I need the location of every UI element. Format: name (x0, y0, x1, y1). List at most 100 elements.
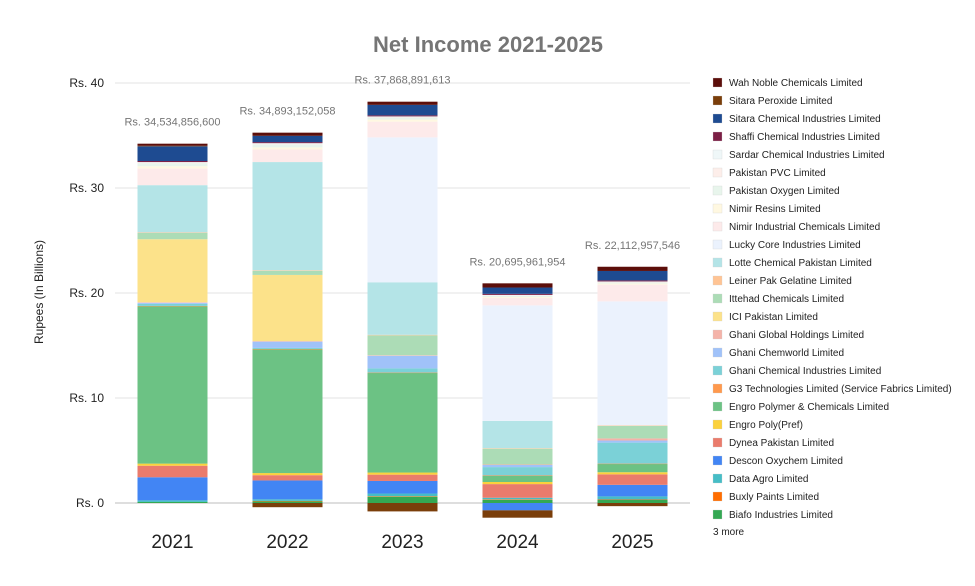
bar-segment-2022-0[interactable] (252, 501, 323, 503)
bar-segment-2024-12[interactable] (482, 448, 553, 465)
bar-segment-2023-1[interactable] (367, 496, 438, 497)
bar-segment-2024-21[interactable] (482, 293, 553, 295)
legend-item[interactable]: Pakistan PVC Limited (712, 167, 826, 179)
bar-segment-2023-22[interactable] (367, 104, 438, 116)
bar-segment-2023-10[interactable] (367, 355, 438, 356)
bar-segment-2022-22[interactable] (252, 135, 323, 143)
bar-segment-2022-16[interactable] (252, 149, 323, 163)
bar-segment-2025-3[interactable] (597, 484, 668, 497)
bar-segment-2022-10[interactable] (252, 341, 323, 342)
bar-segment-2025-23[interactable] (597, 503, 668, 507)
bar-segment-2025-7[interactable] (597, 463, 668, 465)
bar-segment-2021-11[interactable] (137, 239, 208, 303)
bar-segment-2024-16[interactable] (482, 298, 553, 306)
bar-segment-2023-24[interactable] (367, 101, 438, 105)
bar-segment-2025-9[interactable] (597, 440, 668, 443)
bar-segment-2023-13[interactable] (367, 334, 438, 336)
bar-segment-2023-8[interactable] (367, 368, 438, 373)
legend-item[interactable]: Shaffi Chemical Industries Limited (712, 131, 880, 143)
bar-segment-2023-14[interactable] (367, 282, 438, 335)
bar-segment-2023-21[interactable] (367, 115, 438, 117)
bar-segment-2023-19[interactable] (367, 116, 438, 118)
bar-segment-2024-2[interactable] (482, 497, 553, 500)
bar-segment-2022-7[interactable] (252, 348, 323, 350)
bar-segment-2025-20[interactable] (597, 281, 668, 282)
bar-segment-2025-4[interactable] (597, 474, 668, 485)
bar-segment-2025-0[interactable] (597, 499, 668, 503)
bar-segment-2024-0[interactable] (482, 499, 553, 503)
bar-segment-2022-12[interactable] (252, 270, 323, 275)
bar-segment-2023-9[interactable] (367, 355, 438, 369)
bar-segment-2024-18[interactable] (482, 295, 553, 297)
bar-segment-2021-17[interactable] (137, 166, 208, 169)
legend-item[interactable]: Engro Polymer & Chemicals Limited (712, 401, 889, 413)
bar-segment-2023-18[interactable] (367, 117, 438, 120)
bar-segment-2025-5[interactable] (597, 472, 668, 475)
legend-item[interactable]: Buxly Paints Limited (712, 491, 819, 503)
bar-segment-2022-6[interactable] (252, 349, 323, 474)
bar-segment-2021-7[interactable] (137, 305, 208, 307)
bar-segment-2025-17[interactable] (597, 283, 668, 285)
bar-segment-2024-19[interactable] (482, 295, 553, 296)
bar-segment-2021-20[interactable] (137, 162, 208, 163)
bar-segment-2024-14[interactable] (482, 420, 553, 449)
bar-segment-2024-4[interactable] (482, 484, 553, 498)
bar-segment-2023-17[interactable] (367, 119, 438, 122)
bar-segment-2024-6[interactable] (482, 475, 553, 482)
legend-item[interactable]: Lotte Chemical Pakistan Limited (712, 257, 872, 269)
bar-segment-2024-13[interactable] (482, 448, 553, 449)
bar-segment-2024-7[interactable] (482, 475, 553, 476)
bar-segment-2022-17[interactable] (252, 147, 323, 150)
bar-segment-2024-15[interactable] (482, 305, 553, 421)
bar-segment-2021-12[interactable] (137, 232, 208, 240)
legend-more[interactable]: 3 more (713, 527, 745, 538)
bar-segment-2022-11[interactable] (252, 274, 323, 342)
bar-segment-2024-1[interactable] (482, 499, 553, 500)
bar-segment-2022-20[interactable] (252, 143, 323, 144)
legend-item[interactable]: Nimir Industrial Chemicals Limited (712, 221, 880, 233)
bar-segment-2021-16[interactable] (137, 168, 208, 186)
legend-item[interactable]: Descon Oxychem Limited (712, 455, 843, 467)
bar-segment-2022-8[interactable] (252, 347, 323, 349)
bar-segment-2021-6[interactable] (137, 306, 208, 464)
bar-segment-2021-21[interactable] (137, 161, 208, 163)
bar-segment-2021-10[interactable] (137, 302, 208, 303)
bar-segment-2023-4[interactable] (367, 474, 438, 481)
legend-item[interactable]: Sitara Chemical Industries Limited (712, 113, 881, 125)
bar-segment-2025-2[interactable] (597, 496, 668, 500)
bar-segment-2021-24[interactable] (137, 143, 208, 146)
bar-segment-2021-14[interactable] (137, 185, 208, 233)
bar-segment-2023-20[interactable] (367, 116, 438, 117)
bar-segment-2025-10[interactable] (597, 438, 668, 441)
bar-segment-2025-19[interactable] (597, 281, 668, 283)
bar-segment-2022-1[interactable] (252, 500, 323, 502)
legend-item[interactable]: Ghani Global Holdings Limited (712, 329, 864, 341)
legend-item[interactable]: Ghani Chemical Industries Limited (712, 365, 881, 377)
legend-item[interactable]: Pakistan Oxygen Limited (712, 185, 840, 197)
legend-item[interactable]: Dynea Pakistan Limited (712, 437, 834, 449)
bar-segment-2022-9[interactable] (252, 341, 323, 348)
bar-segment-2023-5[interactable] (367, 472, 438, 475)
bar-segment-2021-3[interactable] (137, 477, 208, 501)
bar-segment-2023-23[interactable] (367, 503, 438, 512)
bar-segment-2025-15[interactable] (597, 301, 668, 426)
bar-segment-2022-18[interactable] (252, 144, 323, 148)
bar-segment-2022-2[interactable] (252, 499, 323, 501)
bar-segment-2023-12[interactable] (367, 335, 438, 356)
bar-segment-2025-6[interactable] (597, 463, 668, 473)
bar-segment-2022-24[interactable] (252, 132, 323, 136)
legend-item[interactable]: Biafo Industries Limited (712, 509, 833, 521)
bar-segment-2024-22[interactable] (482, 287, 553, 294)
bar-segment-2025-18[interactable] (597, 282, 668, 284)
bar-segment-2021-18[interactable] (137, 163, 208, 167)
bar-segment-2021-2[interactable] (137, 500, 208, 502)
bar-segment-2025-1[interactable] (597, 499, 668, 501)
bar-segment-2023-0[interactable] (367, 496, 438, 503)
bar-segment-2024-10[interactable] (482, 464, 553, 465)
bar-segment-2024-5[interactable] (482, 482, 553, 485)
bar-segment-2022-14[interactable] (252, 162, 323, 271)
bar-segment-2023-15[interactable] (367, 137, 438, 283)
bar-segment-2022-3[interactable] (252, 480, 323, 500)
legend-item[interactable]: ICI Pakistan Limited (712, 311, 818, 323)
bar-segment-2024-20[interactable] (482, 294, 553, 296)
